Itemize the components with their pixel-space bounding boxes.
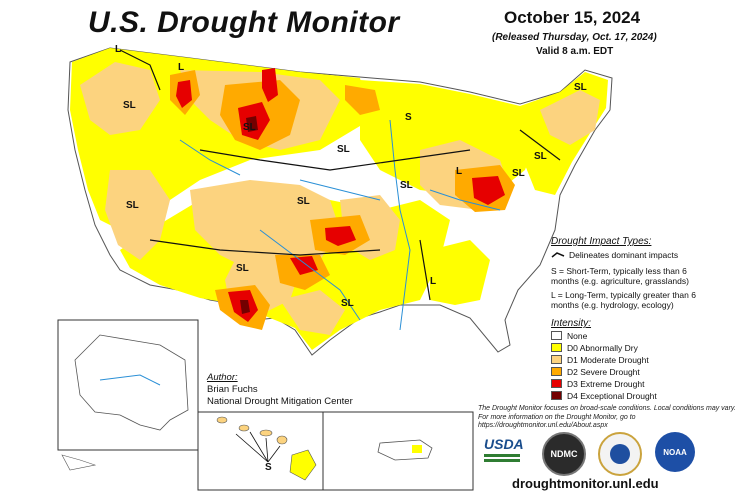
- released-date: (Released Thursday, Oct. 17, 2024): [492, 32, 657, 43]
- label-sl: SL: [236, 263, 249, 274]
- legend-d0: D0 Abnormally Dry: [551, 342, 638, 353]
- usda-logo: USDA: [484, 436, 524, 468]
- legend-swatch: [551, 355, 562, 364]
- label-sl: SL: [126, 200, 139, 211]
- author-block: Author: Brian Fuchs National Drought Mit…: [207, 372, 353, 408]
- label-s: S: [405, 112, 412, 123]
- page-title: U.S. Drought Monitor: [88, 6, 400, 39]
- impact-line-icon: [551, 252, 565, 258]
- impact-long-term: L = Long-Term, typically greater than 6 …: [551, 290, 696, 310]
- legend-swatch: [551, 391, 562, 400]
- label-sl: SL: [534, 151, 547, 162]
- label-s: S: [265, 462, 272, 473]
- rivers: [179, 119, 501, 331]
- commerce-seal-logo: [598, 432, 642, 476]
- impact-delineates-row: Delineates dominant impacts: [551, 250, 701, 260]
- map-date: October 15, 2024: [504, 8, 641, 27]
- footer-url[interactable]: droughtmonitor.unl.edu: [512, 476, 659, 491]
- label-sl: SL: [512, 168, 525, 179]
- intensity-title: Intensity:: [551, 318, 592, 329]
- label-sl: SL: [123, 100, 136, 111]
- hawaii-impact-lines: [235, 431, 281, 463]
- label-sl: SL: [337, 144, 350, 155]
- author-heading: Author:: [207, 372, 238, 383]
- impact-short-term: S = Short-Term, typically less than 6 mo…: [551, 266, 689, 286]
- label-l: L: [115, 44, 122, 55]
- label-sl: SL: [574, 82, 587, 93]
- legend-d3: D3 Extreme Drought: [551, 378, 644, 389]
- label-l: L: [430, 276, 437, 287]
- legend-swatch: [551, 367, 562, 376]
- impact-types-title: Drought Impact Types:: [551, 236, 652, 247]
- valid-time: Valid 8 a.m. EDT: [536, 46, 614, 57]
- impact-delineates-text: Delineates dominant impacts: [569, 250, 679, 260]
- legend-d2: D2 Severe Drought: [551, 366, 640, 377]
- legend-swatch: [551, 331, 562, 340]
- hawaii-islands: [216, 416, 317, 481]
- legend-swatch: [551, 343, 562, 352]
- label-sl: SL: [341, 298, 354, 309]
- author-org: National Drought Mitigation Center: [207, 396, 353, 407]
- label-sl: SL: [297, 196, 310, 207]
- label-l: L: [456, 166, 463, 177]
- label-l: L: [178, 62, 185, 73]
- legend-d4: D4 Exceptional Drought: [551, 390, 657, 401]
- drought-monitor-note: The Drought Monitor focuses on broad-sca…: [478, 405, 736, 429]
- author-name: Brian Fuchs: [207, 384, 258, 395]
- alaska-shape: [74, 334, 189, 431]
- ndmc-logo: NDMC: [542, 432, 586, 476]
- noaa-logo: NOAA: [655, 432, 695, 472]
- legend-swatch: [551, 379, 562, 388]
- label-sl: SL: [400, 180, 413, 191]
- label-sl: SL: [243, 122, 256, 133]
- legend-d1: D1 Moderate Drought: [551, 354, 649, 365]
- d4-areas: [240, 116, 258, 314]
- legend-none: None: [551, 330, 587, 341]
- impact-lines: [119, 49, 561, 301]
- hawaii-frame: [197, 411, 324, 491]
